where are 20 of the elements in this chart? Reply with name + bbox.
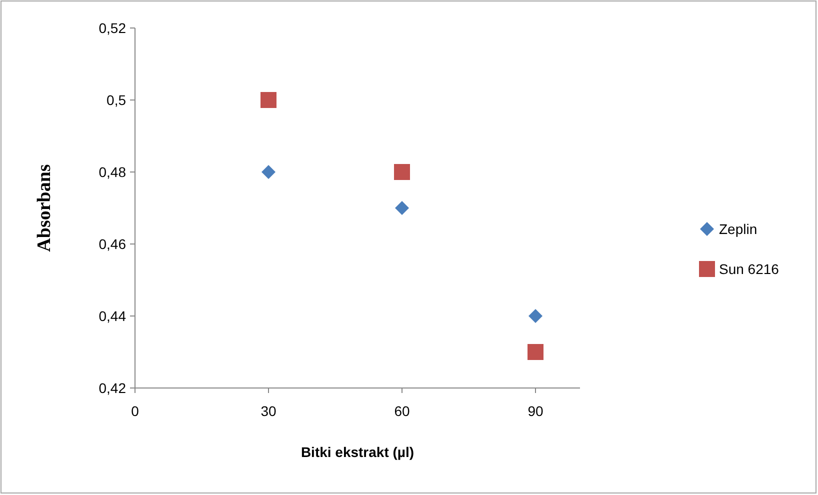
point <box>528 344 544 360</box>
y-tick-label: 0,52 <box>98 20 126 36</box>
x-tick-label: 60 <box>394 403 410 419</box>
x-tick-label: 90 <box>528 403 544 419</box>
point <box>394 164 410 180</box>
y-tick-label: 0,44 <box>98 308 126 324</box>
y-axis-title: Absorbans <box>34 164 55 252</box>
legend-label: Sun 6216 <box>719 260 780 277</box>
y-tick-label: 0,42 <box>98 380 126 396</box>
point <box>262 165 276 179</box>
y-tick-label: 0,5 <box>106 92 126 108</box>
legend-label: Zeplin <box>719 220 758 237</box>
point <box>528 309 542 323</box>
x-axis-title: Bitki ekstrakt (µl) <box>300 444 414 460</box>
x-tick-label: 0 <box>131 403 140 419</box>
point <box>260 92 276 108</box>
y-tick-label: 0,48 <box>98 164 126 180</box>
x-tick-label: 30 <box>260 403 276 419</box>
y-tick-label: 0,46 <box>98 236 126 252</box>
point <box>395 201 409 215</box>
